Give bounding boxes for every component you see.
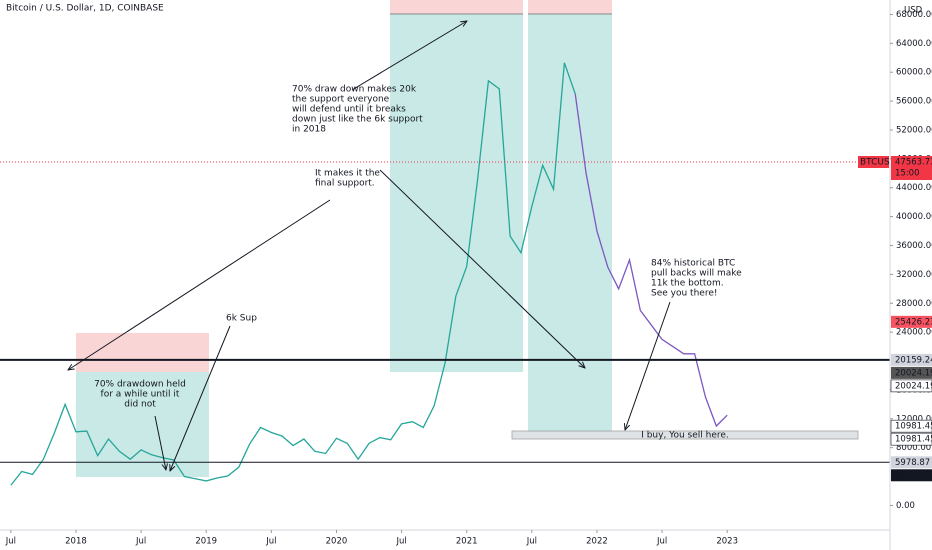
price-tag <box>891 456 932 469</box>
price-tag-label: 20159.24 <box>895 355 932 365</box>
arrow <box>625 301 671 430</box>
annotation: pull backs will make <box>651 269 742 279</box>
annotation: the support everyone <box>292 95 390 105</box>
x-tick-label: Jul <box>5 537 16 547</box>
y-tick-label: 52000.00 <box>896 125 932 135</box>
price-tag <box>891 469 932 482</box>
symbol-tag-label: BTCUSD <box>860 158 897 168</box>
countdown: 15:00 <box>895 169 920 179</box>
price-tag <box>891 315 932 328</box>
annotation: down just like the 6k support <box>292 115 423 125</box>
y-tick-label: 60000.00 <box>896 68 932 78</box>
annotation: 70% draw down makes 20k <box>292 85 417 95</box>
price-line <box>574 93 728 428</box>
y-tick-label: 56000.00 <box>896 97 932 107</box>
x-tick-label: 2023 <box>716 537 738 547</box>
arrow <box>351 21 467 91</box>
y-tick-label: 28000.00 <box>896 299 932 309</box>
price-tag <box>890 419 932 433</box>
red-box <box>528 0 612 14</box>
price-tag <box>890 432 932 446</box>
price-line <box>10 62 576 486</box>
x-tick-label: Jul <box>265 537 276 547</box>
red-box <box>390 0 523 14</box>
y-tick-label: 12000.00 <box>896 414 932 424</box>
y-tick-label: 68000.00 <box>896 10 932 20</box>
arrow <box>68 199 331 370</box>
x-tick-label: 2021 <box>456 537 478 547</box>
annotation: final support. <box>315 179 375 189</box>
price-tag-label: 25426.23 <box>895 317 932 327</box>
drawings <box>76 0 859 477</box>
annotation: 11k the bottom. <box>651 279 724 289</box>
currency: USD <box>904 6 923 16</box>
plot: BTCUSD <box>0 62 897 486</box>
annotation: for a while until it <box>101 390 180 400</box>
teal-box <box>528 14 612 432</box>
arrow <box>379 169 585 368</box>
price-tag <box>891 156 932 181</box>
price-tag <box>891 353 932 366</box>
price-tag <box>891 366 932 379</box>
chart-title: Bitcoin / U.S. Dollar, 1D, COINBASE <box>6 4 164 14</box>
price-tag-label: 20024.19 <box>895 381 932 391</box>
y-tick-label: 0.00 <box>896 501 915 511</box>
buy-zone <box>511 430 859 440</box>
x-tick-label: 2019 <box>195 537 217 547</box>
price-tag-label: 20024.19 <box>895 368 932 378</box>
price-tag-label: 5978.87 <box>895 458 930 468</box>
annotation: 6k Sup <box>226 314 257 324</box>
annotation: did not <box>124 400 156 410</box>
annotation: I buy, You sell here. <box>641 431 729 441</box>
red-box <box>76 333 209 372</box>
annotation: 84% historical BTC <box>651 259 735 269</box>
price-tag-label: 5843.82 <box>895 471 930 481</box>
annotation: See you there! <box>651 289 717 299</box>
annotation: will defend until it breaks <box>292 105 406 115</box>
x-tick-label: Jul <box>656 537 667 547</box>
y-tick-label: 64000.00 <box>896 39 932 49</box>
price-tag-label: 47563.73 <box>895 158 932 168</box>
x-tick-label: 2018 <box>65 537 87 547</box>
x-tick-label: Jul <box>526 537 537 547</box>
y-tick-label: 36000.00 <box>896 241 932 251</box>
y-tick-label: 24000.00 <box>896 328 932 338</box>
y-tick-label: 40000.00 <box>896 212 932 222</box>
y-tick-label: 44000.00 <box>896 183 932 193</box>
annotation: 70% drawdown held <box>94 380 186 390</box>
y-tick-label: 8000.00 <box>896 443 931 453</box>
price-tag <box>890 379 932 393</box>
arrow <box>170 325 231 471</box>
annotation: It makes it the <box>315 169 380 179</box>
x-tick-label: 2020 <box>326 537 348 547</box>
symbol-tag <box>858 156 889 169</box>
arrows <box>68 21 671 471</box>
teal-box <box>390 14 523 372</box>
price-tag-label: 10981.45 <box>895 422 932 432</box>
annotation: in 2018 <box>292 125 326 135</box>
x-tick-label: 2022 <box>586 537 608 547</box>
price-tag-label: 10981.45 <box>895 435 932 445</box>
x-tick-label: Jul <box>395 537 406 547</box>
x-tick-label: Jul <box>135 537 146 547</box>
arrow <box>154 415 166 470</box>
y-tick-label: 32000.00 <box>896 270 932 280</box>
teal-box <box>76 372 209 477</box>
